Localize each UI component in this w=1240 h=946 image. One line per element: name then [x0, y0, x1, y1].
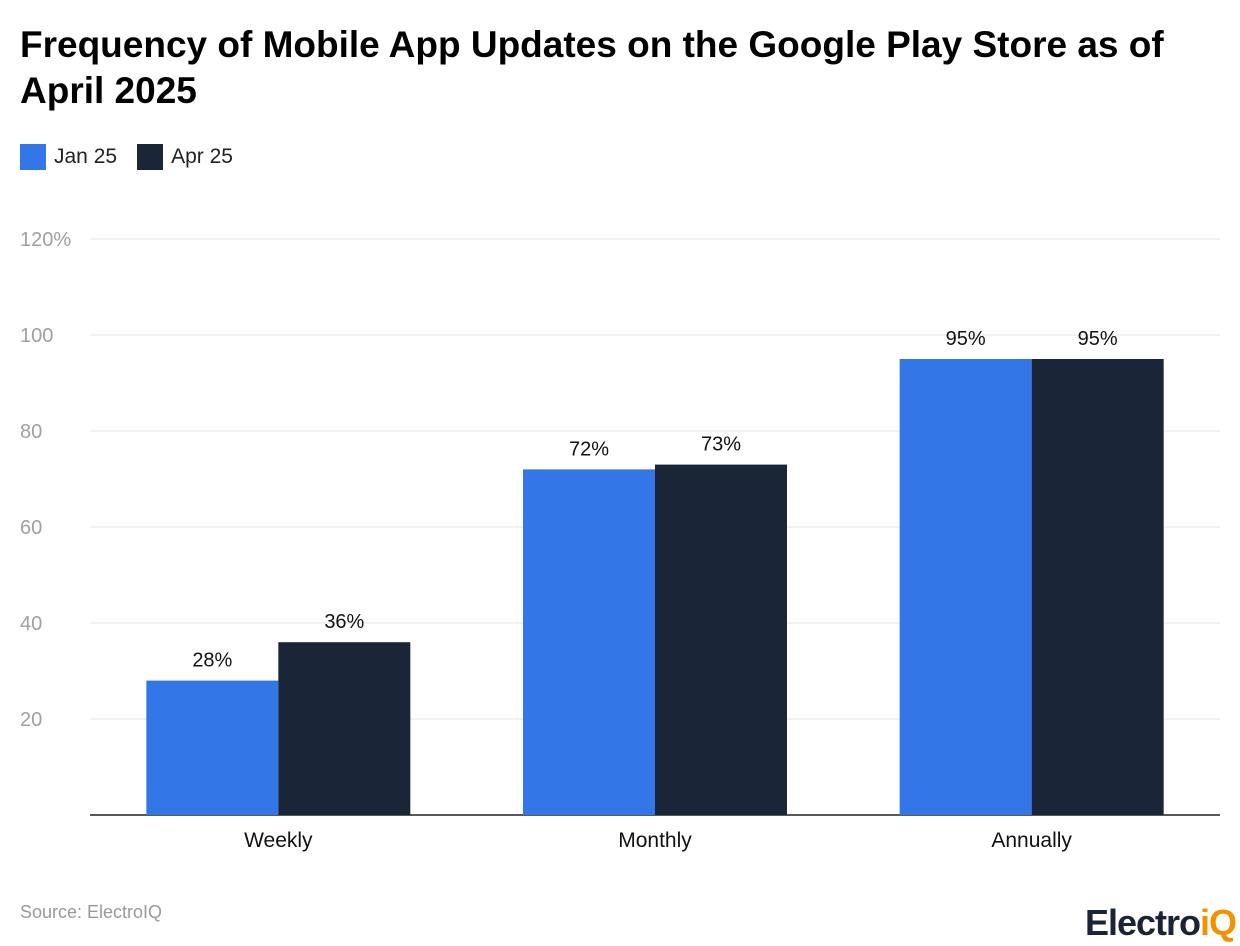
y-tick-label: 100 — [20, 325, 53, 347]
y-tick-label: 20 — [20, 709, 42, 731]
data-label: 72% — [569, 438, 609, 460]
legend-item-apr: Apr 25 — [137, 144, 233, 170]
bar — [655, 464, 787, 815]
bar — [278, 642, 411, 815]
bar — [899, 359, 1032, 815]
legend: Jan 25 Apr 25 — [20, 144, 233, 170]
y-tick-label: 120% — [20, 229, 71, 251]
data-label: 28% — [192, 650, 232, 672]
chart-title: Frequency of Mobile App Updates on the G… — [20, 24, 1164, 111]
legend-label: Apr 25 — [171, 145, 233, 168]
legend-swatch — [137, 144, 164, 170]
x-tick-label: Weekly — [244, 829, 313, 852]
bar — [523, 469, 655, 815]
x-tick-label: Monthly — [618, 829, 692, 852]
x-tick-label: Annually — [991, 829, 1072, 852]
legend-item-jan: Jan 25 — [20, 144, 117, 170]
data-label: 73% — [701, 434, 741, 456]
bar — [1031, 359, 1164, 815]
data-label: 95% — [946, 328, 986, 350]
legend-swatch — [20, 144, 46, 170]
y-tick-label: 40 — [20, 613, 42, 635]
logo-accent: iQ — [1199, 902, 1237, 943]
y-tick-label: 80 — [20, 421, 42, 443]
source-note: Source: ElectroIQ — [20, 902, 163, 922]
data-label: 36% — [324, 611, 364, 633]
legend-label: Jan 25 — [54, 145, 118, 168]
electroiq-logo: ElectroiQ — [1084, 902, 1237, 944]
logo-main: Electro — [1084, 902, 1201, 943]
data-label: 95% — [1078, 328, 1118, 350]
y-tick-label: 60 — [20, 517, 42, 539]
bar — [146, 680, 279, 815]
